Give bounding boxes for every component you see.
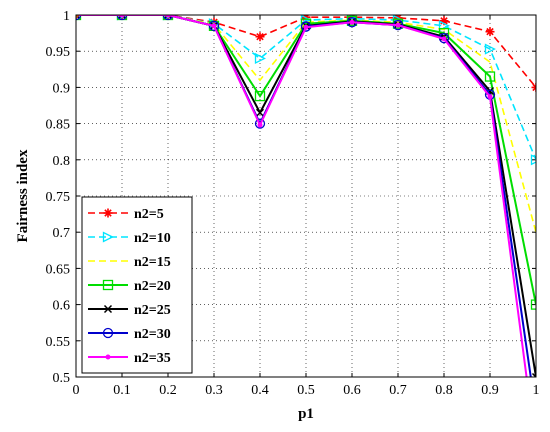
series-line [76, 15, 536, 233]
legend-marker [105, 354, 111, 360]
data-point [530, 154, 536, 166]
x-tick-label: 1 [533, 383, 540, 398]
data-point [209, 17, 219, 27]
y-tick-label: 0.85 [46, 118, 71, 133]
data-point [485, 27, 495, 37]
legend-marker [103, 304, 113, 314]
y-tick-label: 1 [63, 9, 70, 24]
data-point [208, 20, 220, 32]
x-tick-label: 0.3 [205, 383, 223, 398]
legend-marker [102, 279, 114, 291]
legend-label: n2=15 [134, 255, 171, 270]
data-point [484, 43, 496, 55]
x-tick-label: 0.4 [251, 383, 269, 398]
y-tick-label: 0.55 [46, 335, 71, 350]
y-tick-label: 0.9 [53, 81, 71, 96]
series-n2-15 [76, 15, 536, 233]
x-tick-label: 0 [73, 383, 80, 398]
origin-marker [76, 15, 80, 19]
y-axis-label: Fairness index [15, 149, 31, 242]
legend-marker [103, 208, 113, 218]
data-point [254, 118, 266, 129]
x-tick-label: 0.9 [481, 383, 499, 398]
y-tick-label: 0.5 [53, 371, 71, 386]
plot-frame [75, 14, 537, 378]
data-point [163, 15, 173, 20]
y-tick-label: 0.95 [46, 45, 71, 60]
data-point [303, 24, 309, 30]
data-point [254, 52, 266, 64]
data-point [439, 16, 449, 26]
y-tick-label: 0.7 [53, 226, 71, 241]
axis-ticks: 0 0.1 0.2 0.3 0.4 0.5 0.6 0.7 0.8 0.9 1 0.5 0.55 0.6 0… [46, 9, 540, 398]
data-point [254, 90, 266, 102]
data-point [395, 22, 401, 28]
legend-label: n2=5 [134, 207, 164, 222]
series-line [76, 15, 536, 161]
data-point [117, 15, 127, 20]
data-point [255, 108, 265, 117]
series-line [76, 15, 536, 305]
legend-label: n2=35 [134, 351, 171, 366]
x-tick-label: 0.1 [113, 383, 131, 398]
data-point [530, 299, 536, 310]
legend-marker [102, 231, 114, 243]
x-tick-label: 0.8 [435, 383, 453, 398]
legend-label: n2=30 [134, 327, 171, 342]
data-point [441, 36, 447, 42]
data-point [211, 23, 217, 29]
data-point [484, 71, 496, 82]
y-tick-label: 0.65 [46, 262, 71, 277]
y-tick-label: 0.8 [53, 154, 71, 169]
legend-marker [102, 327, 114, 339]
legend-label: n2=20 [134, 279, 171, 294]
data-point [76, 15, 81, 20]
data-point [531, 372, 536, 377]
data-point [116, 15, 128, 21]
series-lines [76, 15, 541, 418]
x-axis-label: p1 [298, 406, 314, 422]
data-point [487, 94, 493, 100]
legend-label: n2=25 [134, 303, 171, 318]
x-tick-label: 0.5 [297, 383, 315, 398]
x-tick-label: 0.6 [343, 383, 361, 398]
x-tick-label: 0.2 [159, 383, 177, 398]
y-tick-label: 0.75 [46, 190, 71, 205]
data-point [255, 32, 265, 42]
data-point [162, 15, 174, 21]
x-tick-label: 0.7 [389, 383, 407, 398]
legend: n2=5 n2=10 n2=15 n2=20 n2=25 n2=30 n2=35 [81, 196, 193, 374]
data-point [349, 19, 355, 25]
y-tick-label: 0.6 [53, 299, 71, 314]
legend-label: n2=10 [134, 231, 171, 246]
data-point [257, 122, 263, 128]
data-point [532, 409, 541, 418]
